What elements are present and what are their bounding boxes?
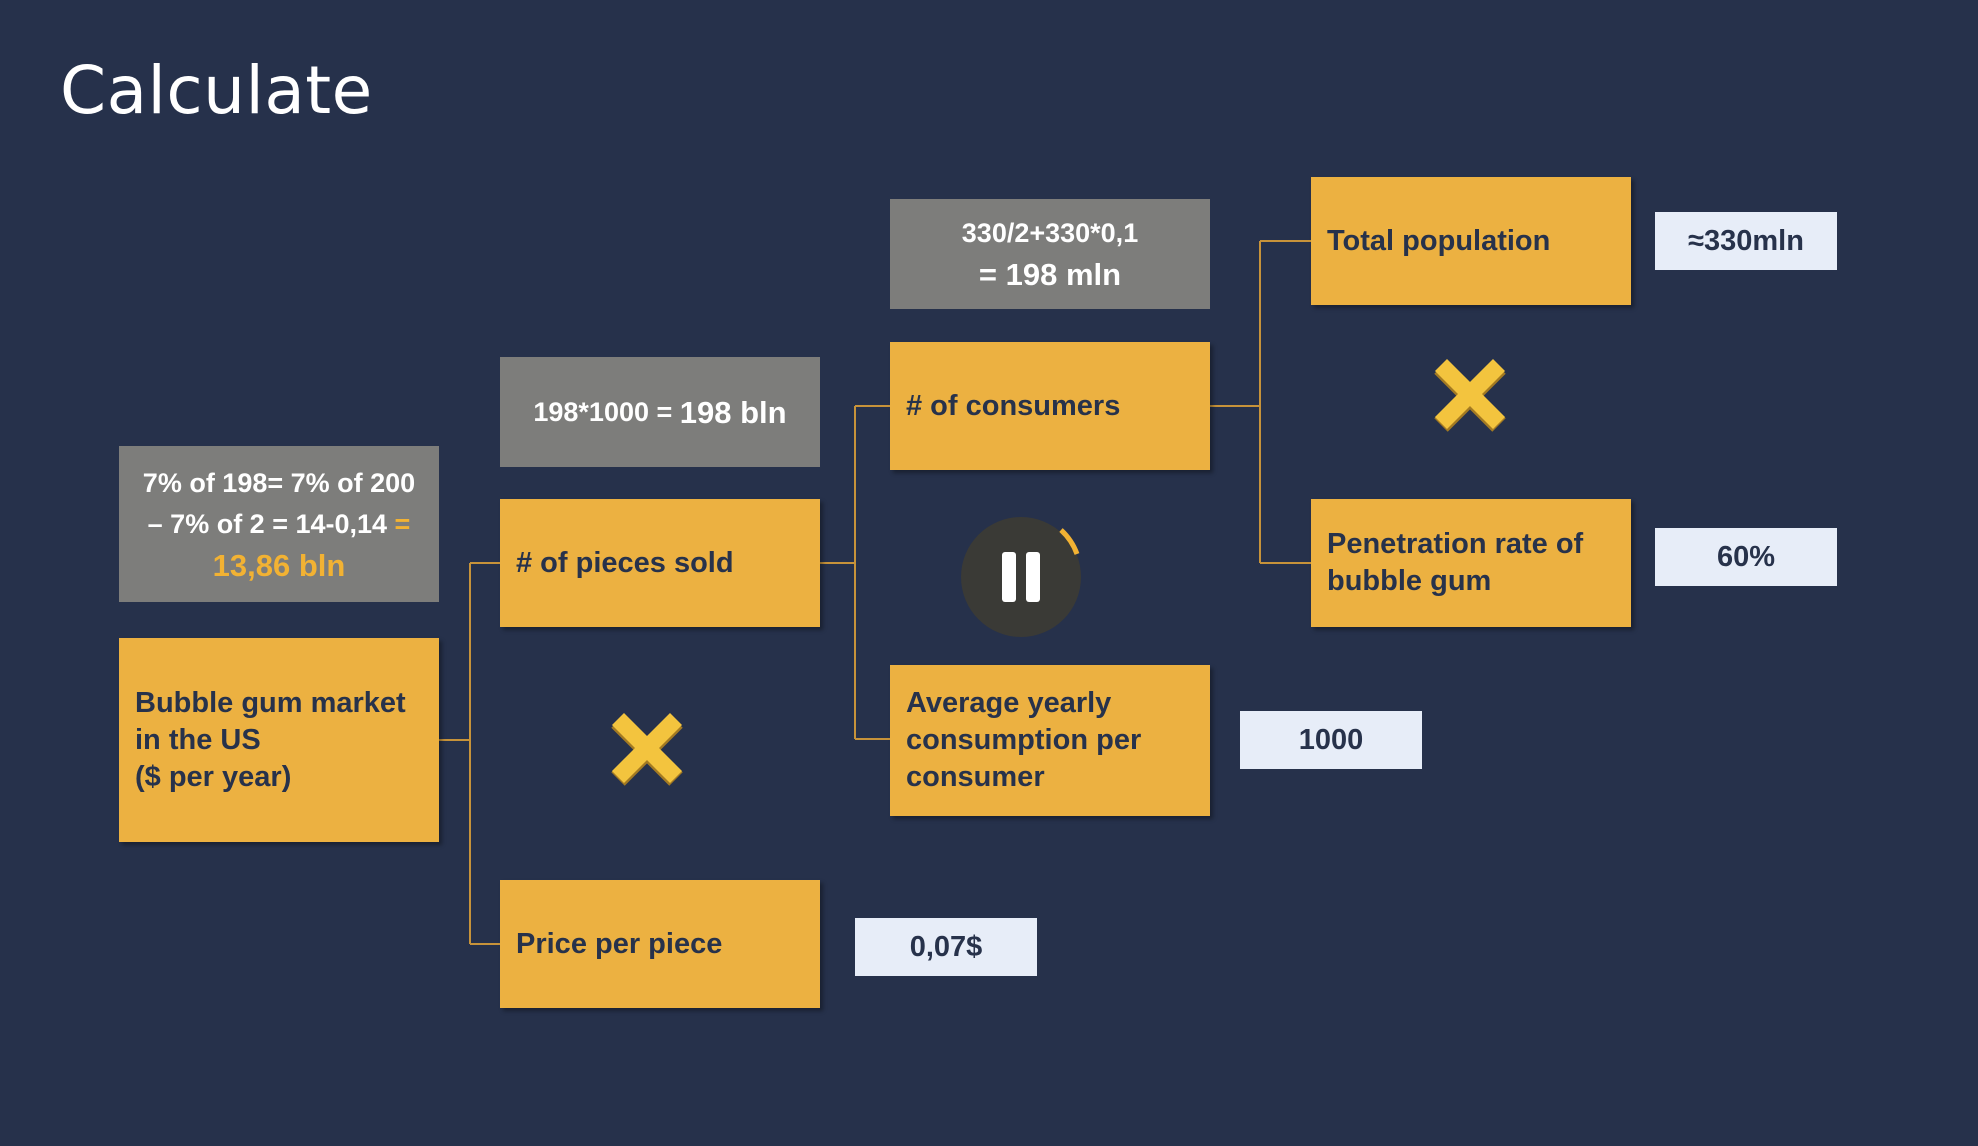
- pieces-calculation: 198*1000 = 198 bln: [500, 357, 820, 467]
- value-price-per-piece: 0,07$: [855, 918, 1037, 976]
- market-calculation: 7% of 198= 7% of 200 – 7% of 2 = 14-0,14…: [119, 446, 439, 602]
- multiply-icon: [1434, 358, 1506, 432]
- consumers-calculation: 330/2+330*0,1 = 198 mln: [890, 199, 1210, 309]
- node-pieces-sold: # of pieces sold: [500, 499, 820, 627]
- consumers-label: # of consumers: [906, 389, 1121, 422]
- market-calc-line2-text: – 7% of 2 = 14-0,14: [147, 508, 395, 539]
- penetration-line2: bubble gum: [1327, 565, 1492, 597]
- node-total-population: Total population: [1311, 177, 1631, 305]
- node-bubble-gum-market: Bubble gum market in the US ($ per year): [119, 638, 439, 842]
- value-penetration-rate: 60%: [1655, 528, 1837, 586]
- avg-consumption-line1: Average yearly: [906, 687, 1112, 719]
- total-population-label: Total population: [1327, 224, 1551, 257]
- market-calc-result: 13,86 bln: [212, 547, 346, 583]
- node-average-consumption: Average yearly consumption per consumer: [890, 665, 1210, 816]
- avg-consumption-line2: consumption per: [906, 724, 1142, 756]
- node-consumers: # of consumers: [890, 342, 1210, 470]
- pieces-sold-label: # of pieces sold: [516, 546, 734, 579]
- node-price-per-piece: Price per piece: [500, 880, 820, 1008]
- pieces-calc-result: 198 bln: [679, 394, 787, 430]
- consumers-calc-formula: 330/2+330*0,1: [961, 218, 1139, 248]
- consumers-calc-result: = 198 mln: [978, 257, 1122, 292]
- node-penetration-rate: Penetration rate of bubble gum: [1311, 499, 1631, 627]
- multiply-icon: [611, 712, 683, 786]
- market-calc-line2: – 7% of 2 = 14-0,14 =: [148, 504, 411, 545]
- page-title: Calculate: [60, 52, 373, 129]
- market-label-line3: ($ per year): [135, 760, 292, 793]
- penetration-line1: Penetration rate of: [1327, 528, 1584, 560]
- pieces-calc-formula: 198*1000 =: [533, 396, 673, 427]
- avg-consumption-line3: consumer: [906, 761, 1045, 793]
- market-label-line2: in the US: [135, 723, 261, 756]
- market-label-line1: Bubble gum market: [135, 686, 406, 719]
- market-calc-line1: 7% of 198= 7% of 200: [142, 467, 416, 498]
- value-total-population: ≈330mln: [1655, 212, 1837, 270]
- price-per-piece-label: Price per piece: [516, 927, 723, 960]
- pause-icon[interactable]: [960, 516, 1082, 638]
- market-calc-equals: =: [394, 508, 411, 539]
- value-average-consumption: 1000: [1240, 711, 1422, 769]
